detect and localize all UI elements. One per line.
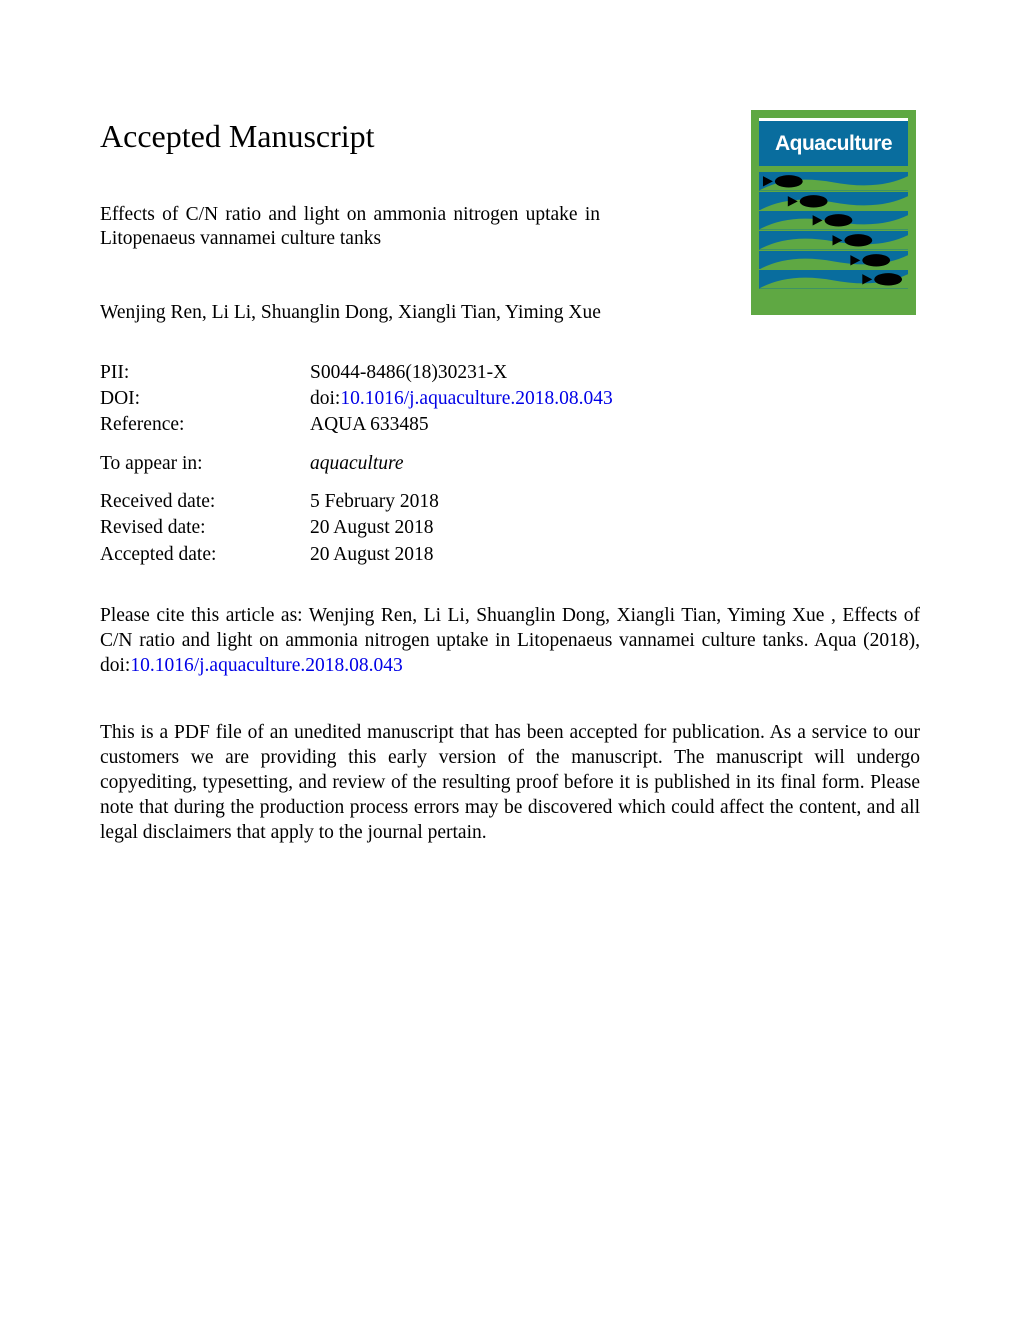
meta-row-reference: Reference: AQUA 633485 [100, 412, 920, 438]
header-row: Accepted Manuscript Effects of C/N ratio… [100, 110, 920, 324]
metadata-table: PII: S0044-8486(18)30231-X DOI: doi:10.1… [100, 360, 920, 568]
journal-cover-footer [759, 291, 908, 309]
pii-label: PII: [100, 360, 310, 386]
received-value: 5 February 2018 [310, 489, 439, 515]
meta-row-appear: To appear in: aquaculture [100, 451, 920, 477]
article-title: Effects of C/N ratio and light on ammoni… [100, 203, 600, 252]
reference-label: Reference: [100, 412, 310, 438]
accepted-label: Accepted date: [100, 542, 310, 568]
meta-row-accepted: Accepted date: 20 August 2018 [100, 542, 920, 568]
journal-cover-header: Aquaculture [759, 118, 908, 166]
journal-cover: Aquaculture [751, 110, 916, 315]
article-authors: Wenjing Ren, Li Li, Shuanglin Dong, Xian… [100, 302, 721, 324]
journal-cover-graphic [759, 172, 908, 285]
meta-row-doi: DOI: doi:10.1016/j.aquaculture.2018.08.0… [100, 386, 920, 412]
citation-block: Please cite this article as: Wenjing Ren… [100, 604, 920, 679]
doi-label: DOI: [100, 386, 310, 412]
appear-label: To appear in: [100, 451, 310, 477]
revised-value: 20 August 2018 [310, 515, 434, 541]
pii-value: S0044-8486(18)30231-X [310, 360, 507, 386]
revised-label: Revised date: [100, 515, 310, 541]
accepted-manuscript-heading: Accepted Manuscript [100, 118, 721, 155]
left-column: Accepted Manuscript Effects of C/N ratio… [100, 110, 751, 324]
meta-row-revised: Revised date: 20 August 2018 [100, 515, 920, 541]
received-label: Received date: [100, 489, 310, 515]
reference-value: AQUA 633485 [310, 412, 429, 438]
disclaimer-text: This is a PDF file of an unedited manusc… [100, 721, 920, 846]
meta-row-received: Received date: 5 February 2018 [100, 489, 920, 515]
accepted-value: 20 August 2018 [310, 542, 434, 568]
doi-value: doi:10.1016/j.aquaculture.2018.08.043 [310, 386, 613, 412]
appear-value-text: aquaculture [310, 453, 404, 474]
citation-doi-link[interactable]: 10.1016/j.aquaculture.2018.08.043 [130, 655, 402, 676]
meta-row-pii: PII: S0044-8486(18)30231-X [100, 360, 920, 386]
appear-value: aquaculture [310, 451, 404, 477]
doi-prefix: doi: [310, 388, 340, 409]
doi-link[interactable]: 10.1016/j.aquaculture.2018.08.043 [340, 388, 612, 409]
journal-wordmark: Aquaculture [775, 132, 892, 156]
